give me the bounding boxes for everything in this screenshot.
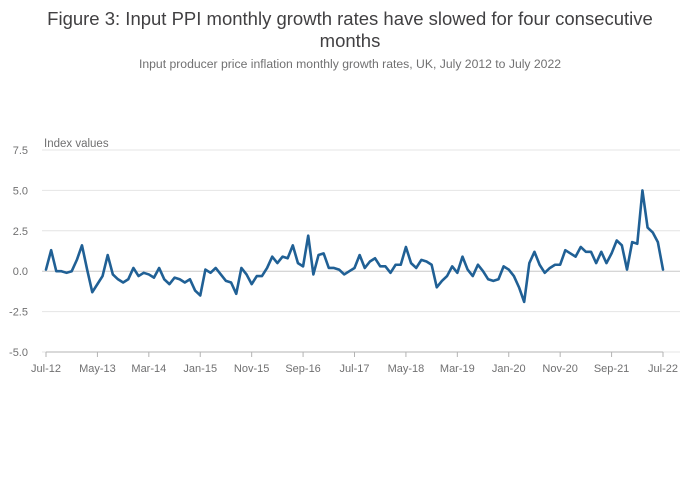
x-tick-label: May-13 [79, 363, 116, 375]
x-tick-label: Mar-19 [440, 363, 475, 375]
chart-subtitle: Input producer price inflation monthly g… [138, 57, 562, 71]
x-tick-label: Nov-15 [234, 363, 269, 375]
x-axis: Jul-12 May-13 Mar-14 Jan-15 Nov-15 Sep-16 Jul-… [31, 351, 678, 375]
x-tick-label: Sep-16 [285, 363, 320, 375]
y-tick-label: 2.5 [13, 226, 28, 238]
x-tick-label: Mar-14 [131, 363, 166, 375]
y-tick-label: -5.0 [9, 347, 28, 359]
x-tick-label: Jul-22 [648, 363, 678, 375]
x-tick-label: Nov-20 [542, 363, 577, 375]
y-tick-label: 5.0 [13, 185, 28, 197]
x-tick-label: Jul-12 [31, 363, 61, 375]
y-axis-title: Index values [44, 138, 109, 150]
y-tick-label: -2.5 [9, 307, 28, 319]
y-tick-label: 0.0 [13, 266, 28, 278]
x-tick-label: Jul-17 [340, 363, 370, 375]
x-tick-label: Jan-15 [183, 363, 217, 375]
x-tick-label: Jan-20 [492, 363, 526, 375]
y-tick-label: 7.5 [13, 145, 28, 157]
y-axis-labels: 7.5 5.0 2.5 0.0 -2.5 -5.0 [9, 145, 28, 359]
x-tick-label: May-18 [388, 363, 425, 375]
chart-title: Figure 3: Input PPI monthly growth rates… [47, 8, 653, 51]
x-tick-label: Sep-21 [594, 363, 629, 375]
series-line [44, 189, 665, 304]
series-layer [44, 189, 665, 304]
